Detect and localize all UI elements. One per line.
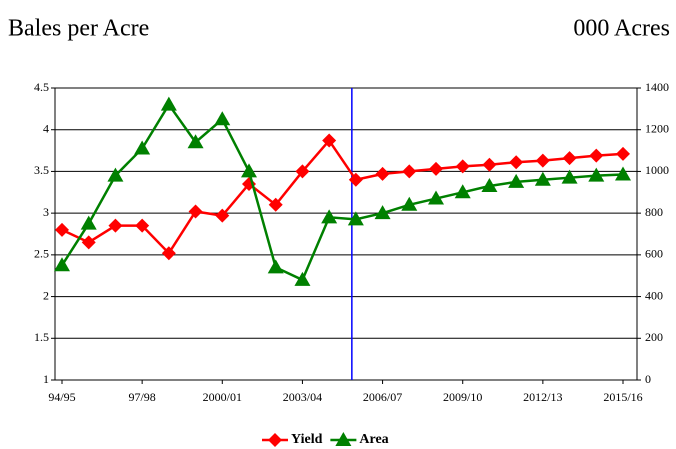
marker bbox=[454, 184, 471, 199]
legend-label: Yield bbox=[291, 432, 323, 447]
marker bbox=[268, 433, 282, 447]
marker bbox=[428, 190, 444, 205]
marker bbox=[188, 204, 203, 219]
marker bbox=[615, 166, 631, 181]
marker bbox=[429, 161, 443, 176]
plot-frame bbox=[54, 87, 638, 381]
y2-tick-label: 0 bbox=[645, 372, 651, 386]
marker bbox=[134, 140, 151, 155]
y2-axis-label: 000 Acres bbox=[573, 16, 670, 42]
marker bbox=[215, 208, 230, 223]
marker bbox=[347, 211, 364, 226]
marker bbox=[535, 153, 550, 168]
marker bbox=[108, 218, 123, 233]
x-tick-label: 94/95 bbox=[48, 390, 75, 404]
marker bbox=[267, 259, 284, 274]
marker bbox=[241, 163, 257, 178]
legend-label: Area bbox=[359, 432, 388, 447]
x-tick-label: 2009/10 bbox=[443, 390, 482, 404]
y-tick-label: 4.5 bbox=[34, 80, 49, 94]
x-tick-label: 2012/13 bbox=[523, 390, 562, 404]
marker bbox=[588, 167, 605, 182]
y2-tick-label: 600 bbox=[645, 247, 663, 261]
y-tick-label: 2 bbox=[43, 288, 49, 302]
x-tick-label: 2003/04 bbox=[283, 390, 322, 404]
x-tick-label: 2006/07 bbox=[363, 390, 402, 404]
y2-tick-label: 1000 bbox=[645, 163, 669, 177]
marker bbox=[335, 432, 352, 446]
marker bbox=[107, 167, 124, 182]
series-line bbox=[61, 138, 624, 256]
marker bbox=[374, 205, 391, 220]
y2-tick-label: 1200 bbox=[645, 121, 669, 135]
marker bbox=[295, 164, 310, 179]
marker bbox=[401, 196, 418, 211]
marker bbox=[268, 197, 283, 212]
marker bbox=[214, 111, 231, 126]
marker bbox=[135, 218, 150, 233]
y-tick-label: 1.5 bbox=[34, 330, 49, 344]
marker bbox=[402, 164, 417, 179]
marker bbox=[482, 157, 497, 172]
marker bbox=[348, 172, 363, 187]
marker bbox=[55, 222, 69, 237]
marker bbox=[294, 271, 311, 286]
marker bbox=[589, 148, 604, 163]
series-line bbox=[60, 102, 624, 282]
x-tick-label: 2015/16 bbox=[603, 390, 642, 404]
marker bbox=[375, 166, 390, 181]
marker bbox=[616, 146, 630, 161]
y2-tick-label: 200 bbox=[645, 330, 663, 344]
y-axis-label: Bales per Acre bbox=[8, 16, 149, 42]
marker bbox=[562, 151, 577, 166]
x-tick-label: 97/98 bbox=[128, 390, 155, 404]
marker bbox=[160, 96, 177, 111]
y-tick-label: 3.5 bbox=[34, 163, 49, 177]
marker bbox=[455, 159, 470, 174]
y2-tick-label: 400 bbox=[645, 288, 663, 302]
marker bbox=[187, 134, 204, 149]
marker bbox=[481, 178, 498, 193]
marker bbox=[81, 235, 96, 250]
marker bbox=[80, 215, 97, 230]
y-tick-label: 1 bbox=[43, 372, 49, 386]
y2-tick-label: 800 bbox=[645, 205, 663, 219]
marker bbox=[509, 155, 524, 170]
x-tick-label: 2000/01 bbox=[203, 390, 242, 404]
marker bbox=[322, 133, 337, 148]
y-tick-label: 4 bbox=[43, 121, 49, 135]
marker bbox=[54, 257, 70, 272]
y2-tick-label: 1400 bbox=[645, 80, 669, 94]
marker bbox=[321, 209, 338, 224]
marker bbox=[161, 246, 176, 261]
marker bbox=[561, 169, 578, 184]
marker bbox=[534, 171, 551, 186]
y-tick-label: 3 bbox=[43, 205, 49, 219]
y-tick-label: 2.5 bbox=[34, 247, 49, 261]
marker bbox=[508, 173, 525, 188]
